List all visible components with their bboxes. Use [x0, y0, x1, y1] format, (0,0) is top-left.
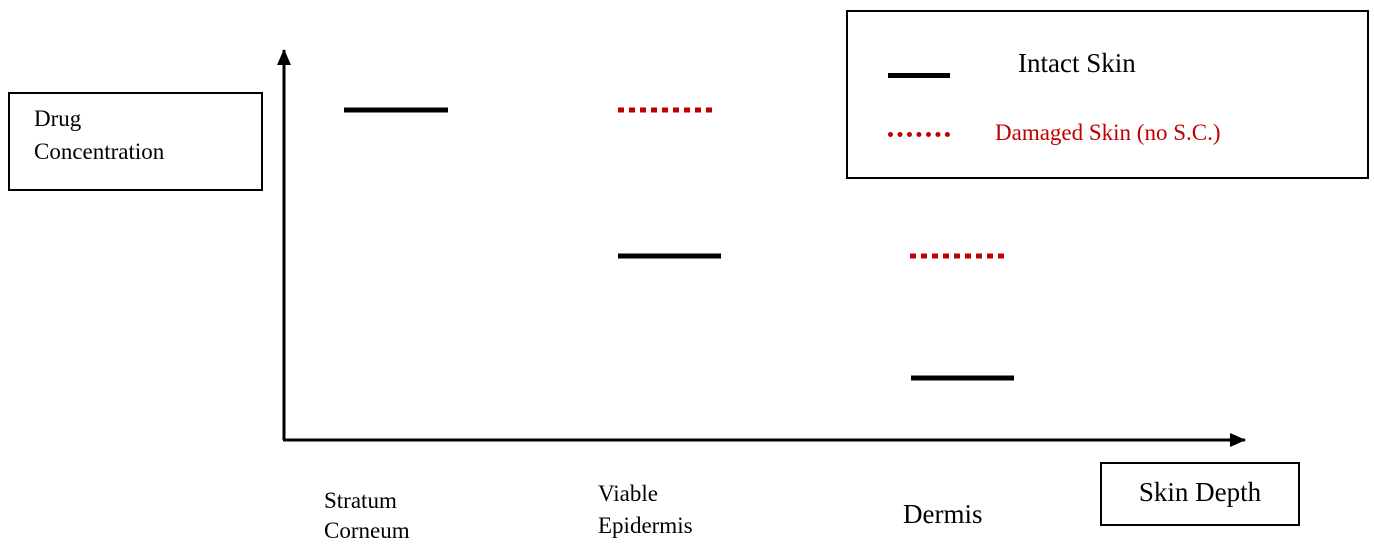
- legend-intact-label: Intact Skin: [1018, 48, 1136, 78]
- legend-damaged-label: Damaged Skin (no S.C.): [995, 120, 1221, 145]
- legend-intact-swatch: [888, 73, 950, 78]
- y-axis-label: Drug Concentration: [34, 106, 165, 164]
- x-axis-label-box: Skin Depth: [1100, 462, 1300, 526]
- x-axis-label: Skin Depth: [1138, 477, 1262, 507]
- category-label-dermis: Dermis: [903, 499, 983, 529]
- y-axis-label-box: Drug Concentration: [8, 92, 263, 191]
- legend: Intact Skin Damaged Skin (no S.C.): [846, 10, 1369, 179]
- legend-damaged-swatch: [888, 132, 950, 137]
- category-label-viable-epidermis: Viable Epidermis: [598, 481, 693, 538]
- category-label-stratum-corneum: Stratum Corneum: [324, 488, 410, 543]
